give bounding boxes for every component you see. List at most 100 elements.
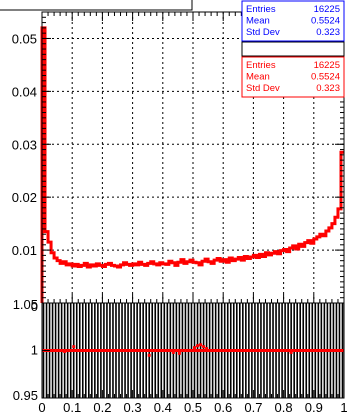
stat-box: Entries 16225 Mean 0.5524 Std Dev 0.323 <box>241 0 345 42</box>
y-tick-label: 0.02 <box>12 190 37 205</box>
ratio-axis-ticks <box>41 302 345 399</box>
stat-label: Mean <box>246 16 270 27</box>
ratio-point <box>253 349 257 352</box>
ratio-point <box>129 349 133 352</box>
ratio-point <box>202 345 206 349</box>
stat-value: 0.5524 <box>311 16 340 27</box>
y-tick-labels: 0.01 0.02 0.03 0.04 0.05 <box>12 31 37 258</box>
ratio-point <box>337 349 341 352</box>
ratio-y-tick-label: 1.05 <box>13 297 38 312</box>
ratio-point <box>87 349 91 352</box>
ratio-point <box>66 349 70 352</box>
ratio-point <box>126 349 130 352</box>
ratio-point <box>274 349 278 352</box>
ratio-point <box>138 349 142 352</box>
ratio-point <box>123 349 127 352</box>
ratio-point <box>147 353 151 357</box>
ratio-point <box>120 349 124 352</box>
ratio-point <box>186 349 190 352</box>
ratio-point <box>307 349 311 352</box>
ratio-point <box>250 349 254 352</box>
ratio-point <box>90 349 94 352</box>
ratio-point <box>259 349 263 352</box>
ratio-point <box>189 349 193 352</box>
x-tick-label: 0.5 <box>184 400 202 415</box>
ratio-point <box>177 351 181 355</box>
ratio-point <box>208 349 212 352</box>
ratio-y-tick-label: 1 <box>31 343 38 358</box>
ratio-point <box>162 349 166 352</box>
y-tick-label: 0 <box>31 299 38 314</box>
ratio-point <box>319 349 323 352</box>
x-tick-label: 0.6 <box>214 400 232 415</box>
ratio-point <box>304 349 308 352</box>
ratio-point <box>99 349 103 352</box>
ratio-point <box>180 349 184 352</box>
ratio-point <box>280 349 284 352</box>
ratio-point <box>193 346 197 350</box>
ratio-point <box>316 349 320 352</box>
ratio-point <box>241 349 245 352</box>
stat-box-frame <box>241 0 345 42</box>
stat-value: 16225 <box>314 60 340 71</box>
y-tick-label: 0.04 <box>12 84 37 99</box>
stat-box-frame <box>241 56 345 98</box>
ratio-point <box>334 349 338 352</box>
ratio-point <box>102 349 106 352</box>
ratio-point <box>168 349 172 352</box>
ratio-point <box>289 350 293 354</box>
stat-label: Std Dev <box>246 27 280 38</box>
ratio-point <box>51 349 55 352</box>
ratio-point <box>117 349 121 352</box>
ratio-point <box>235 349 239 352</box>
ratio-point <box>292 349 296 352</box>
ratio-point <box>226 349 230 352</box>
stat-value: 0.5524 <box>311 72 340 83</box>
stat-value: 0.323 <box>316 27 340 38</box>
ratio-point <box>271 349 275 352</box>
ratio-point <box>277 349 281 352</box>
ratio-point <box>229 349 233 352</box>
ratio-point <box>205 347 209 351</box>
ratio-point <box>211 349 215 352</box>
ratio-point <box>84 349 88 352</box>
ratio-point <box>340 349 344 352</box>
ratio-point <box>220 349 224 352</box>
y-tick-label: 0.05 <box>12 31 37 46</box>
x-tick-label: 1 <box>340 400 347 415</box>
ratio-point <box>63 349 67 353</box>
ratio-point <box>108 349 112 352</box>
ratio-point <box>114 349 118 352</box>
ratio-point <box>144 349 148 352</box>
stat-box: Entries 16225 Mean 0.5524 Std Dev 0.323 <box>241 56 345 98</box>
ratio-point <box>328 349 332 352</box>
ratio-point <box>301 349 305 352</box>
ratio-point <box>135 349 139 352</box>
x-tick-label: 0.8 <box>275 400 293 415</box>
ratio-point <box>325 349 329 352</box>
ratio-point <box>78 349 82 352</box>
ratio-point <box>265 349 269 352</box>
ratio-point <box>156 349 160 352</box>
ratio-point <box>244 349 248 352</box>
title-box <box>0 0 193 11</box>
ratio-point <box>171 350 175 354</box>
ratio-point <box>96 349 100 352</box>
ratio-point <box>286 349 290 352</box>
ratio-point <box>159 349 163 352</box>
ratio-point <box>105 349 109 352</box>
ratio-point <box>298 349 302 352</box>
ratio-point <box>331 349 335 352</box>
stat-value: 0.323 <box>316 83 340 94</box>
stat-value: 16225 <box>314 4 340 15</box>
ratio-point <box>247 349 251 352</box>
ratio-point <box>60 349 64 352</box>
x-tick-label: 0 <box>38 400 45 415</box>
ratio-point <box>93 349 97 352</box>
x-tick-label: 0.7 <box>244 400 262 415</box>
ratio-point <box>174 349 178 352</box>
ratio-y-tick-labels: 0.95 1 1.050 <box>13 297 38 403</box>
ratio-point <box>81 349 85 352</box>
